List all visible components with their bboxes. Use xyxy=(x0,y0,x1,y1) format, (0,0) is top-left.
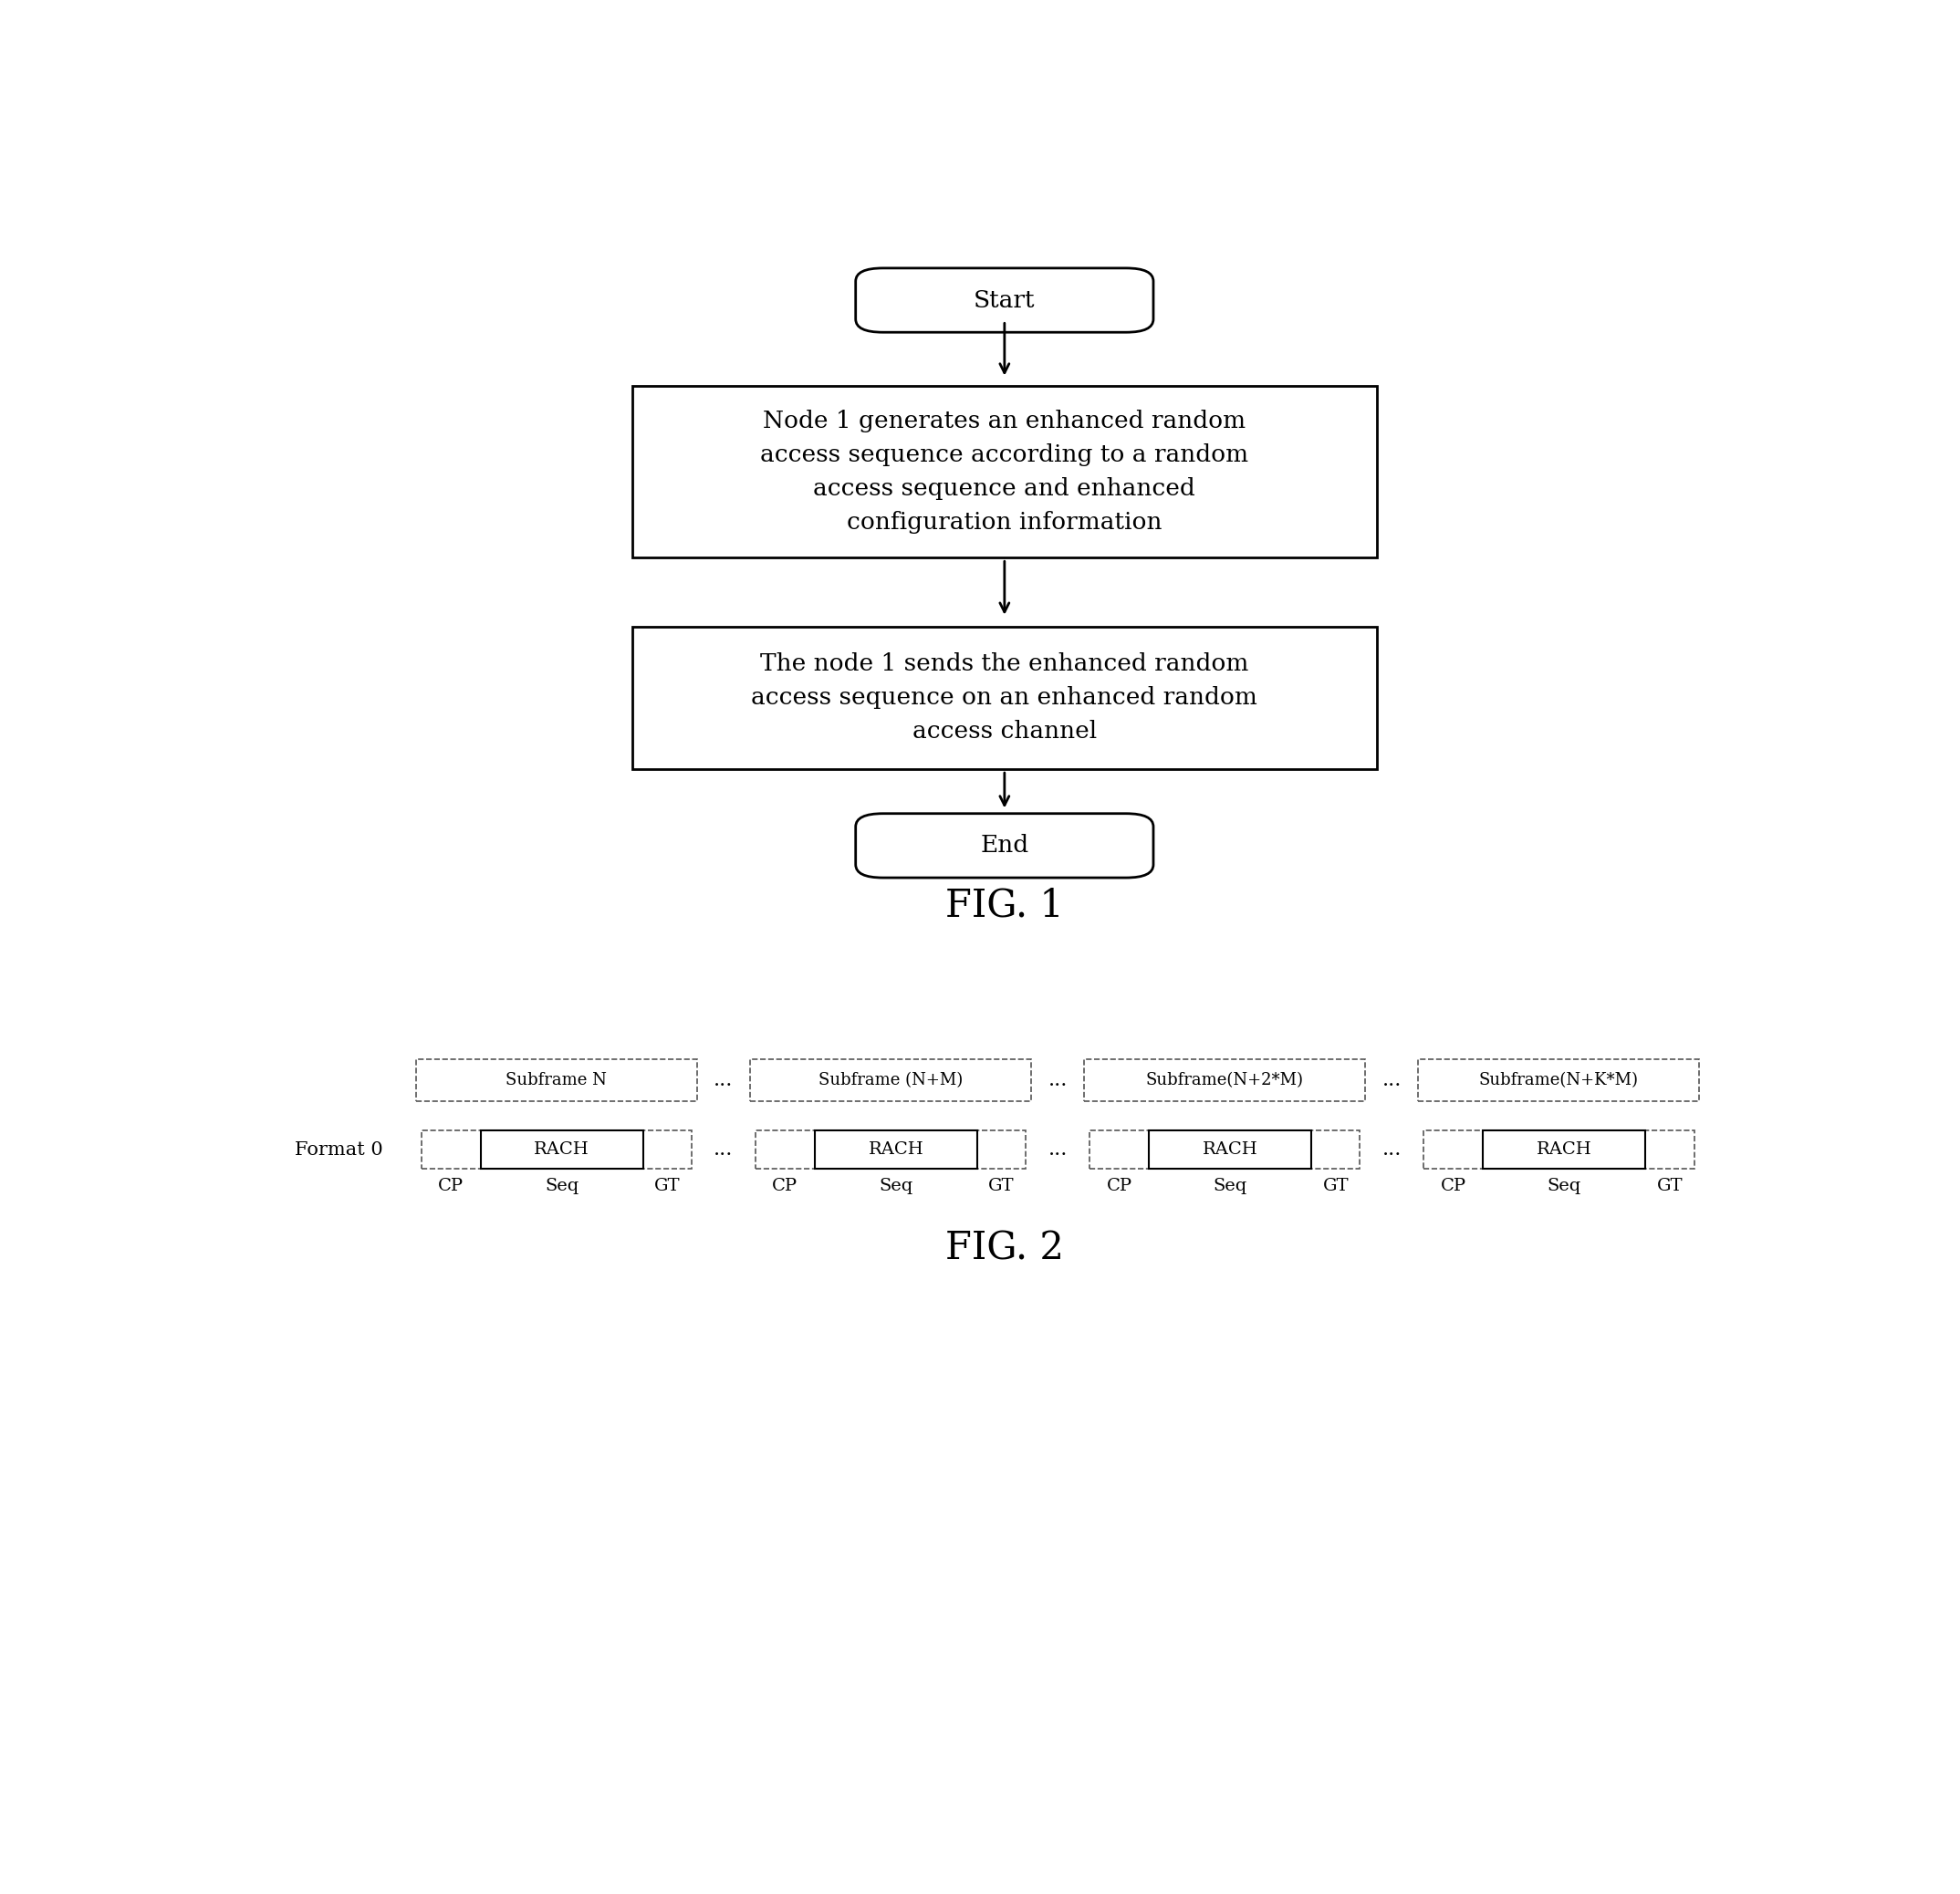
Text: Seq: Seq xyxy=(1213,1178,1247,1195)
Bar xyxy=(1419,1059,1699,1102)
Text: End: End xyxy=(980,833,1029,858)
Text: Seq: Seq xyxy=(545,1178,578,1195)
Text: CP: CP xyxy=(1441,1178,1466,1195)
Text: The node 1 sends the enhanced random
access sequence on an enhanced random
acces: The node 1 sends the enhanced random acc… xyxy=(751,652,1258,742)
Text: GT: GT xyxy=(988,1178,1015,1195)
Bar xyxy=(1423,1131,1693,1169)
Text: CP: CP xyxy=(1107,1178,1133,1195)
Bar xyxy=(751,1059,1031,1102)
Bar xyxy=(1149,1131,1311,1169)
Text: RACH: RACH xyxy=(1201,1142,1258,1157)
Bar xyxy=(416,1059,698,1102)
Text: GT: GT xyxy=(1323,1178,1348,1195)
Text: Subframe(N+K*M): Subframe(N+K*M) xyxy=(1480,1072,1639,1089)
Text: Node 1 generates an enhanced random
access sequence according to a random
access: Node 1 generates an enhanced random acce… xyxy=(760,409,1249,534)
Bar xyxy=(1484,1131,1646,1169)
Text: Format 0: Format 0 xyxy=(296,1140,384,1159)
Bar xyxy=(480,1131,643,1169)
Text: Subframe (N+M): Subframe (N+M) xyxy=(819,1072,962,1089)
Text: Subframe(N+2*M): Subframe(N+2*M) xyxy=(1147,1072,1303,1089)
Bar xyxy=(815,1131,978,1169)
FancyBboxPatch shape xyxy=(857,269,1152,331)
Text: RACH: RACH xyxy=(533,1142,590,1157)
Text: ...: ... xyxy=(1382,1070,1401,1091)
Text: Start: Start xyxy=(974,288,1035,313)
Text: Seq: Seq xyxy=(878,1178,913,1195)
Text: FIG. 1: FIG. 1 xyxy=(945,886,1064,924)
Bar xyxy=(633,627,1376,769)
Text: GT: GT xyxy=(655,1178,680,1195)
Text: Seq: Seq xyxy=(1546,1178,1582,1195)
Bar xyxy=(1090,1131,1360,1169)
Text: ...: ... xyxy=(1049,1140,1068,1159)
Text: CP: CP xyxy=(439,1178,465,1195)
Bar xyxy=(755,1131,1025,1169)
Bar xyxy=(633,386,1376,557)
Text: ...: ... xyxy=(713,1140,733,1159)
Bar xyxy=(421,1131,692,1169)
Text: Subframe N: Subframe N xyxy=(506,1072,608,1089)
Text: CP: CP xyxy=(772,1178,798,1195)
FancyBboxPatch shape xyxy=(857,814,1152,877)
Text: RACH: RACH xyxy=(868,1142,923,1157)
Text: GT: GT xyxy=(1656,1178,1684,1195)
Text: RACH: RACH xyxy=(1537,1142,1592,1157)
Text: ...: ... xyxy=(713,1070,733,1091)
Text: ...: ... xyxy=(1049,1070,1068,1091)
Text: ...: ... xyxy=(1382,1140,1401,1159)
Bar xyxy=(1084,1059,1366,1102)
Text: FIG. 2: FIG. 2 xyxy=(945,1229,1064,1267)
